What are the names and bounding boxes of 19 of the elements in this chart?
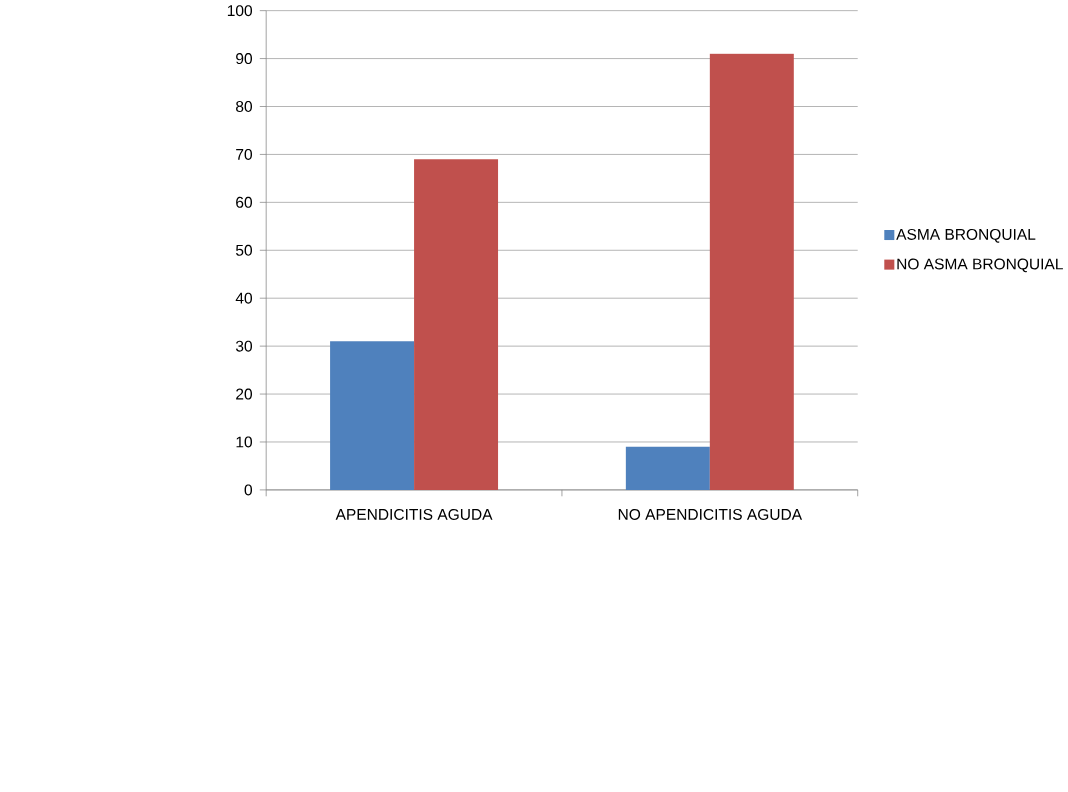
bar xyxy=(709,53,794,490)
x-tick-label: APENDICITIS AGUDA xyxy=(335,509,493,521)
x-tick-label: NO APENDICITIS AGUDA xyxy=(618,509,803,521)
bar xyxy=(625,446,710,490)
bar xyxy=(414,159,499,490)
y-tick-label: 40 xyxy=(235,292,253,304)
y-tick-label: 50 xyxy=(235,244,253,256)
y-tick-label: 90 xyxy=(236,53,253,65)
y-tick-label: 100 xyxy=(227,5,253,17)
y-tick-label: 60 xyxy=(236,196,253,208)
y-tick-label: 10 xyxy=(236,436,253,448)
y-tick-label: 30 xyxy=(235,340,253,352)
bar xyxy=(330,341,415,490)
legend-label: NO ASMA BRONQUIAL xyxy=(897,258,1063,273)
y-tick-label: 20 xyxy=(236,388,253,400)
y-tick-label: 70 xyxy=(236,149,253,161)
legend-label: ASMA BRONQUIAL xyxy=(896,228,1036,243)
y-tick-label: 80 xyxy=(236,101,253,113)
y-tick-label: 0 xyxy=(244,484,253,496)
